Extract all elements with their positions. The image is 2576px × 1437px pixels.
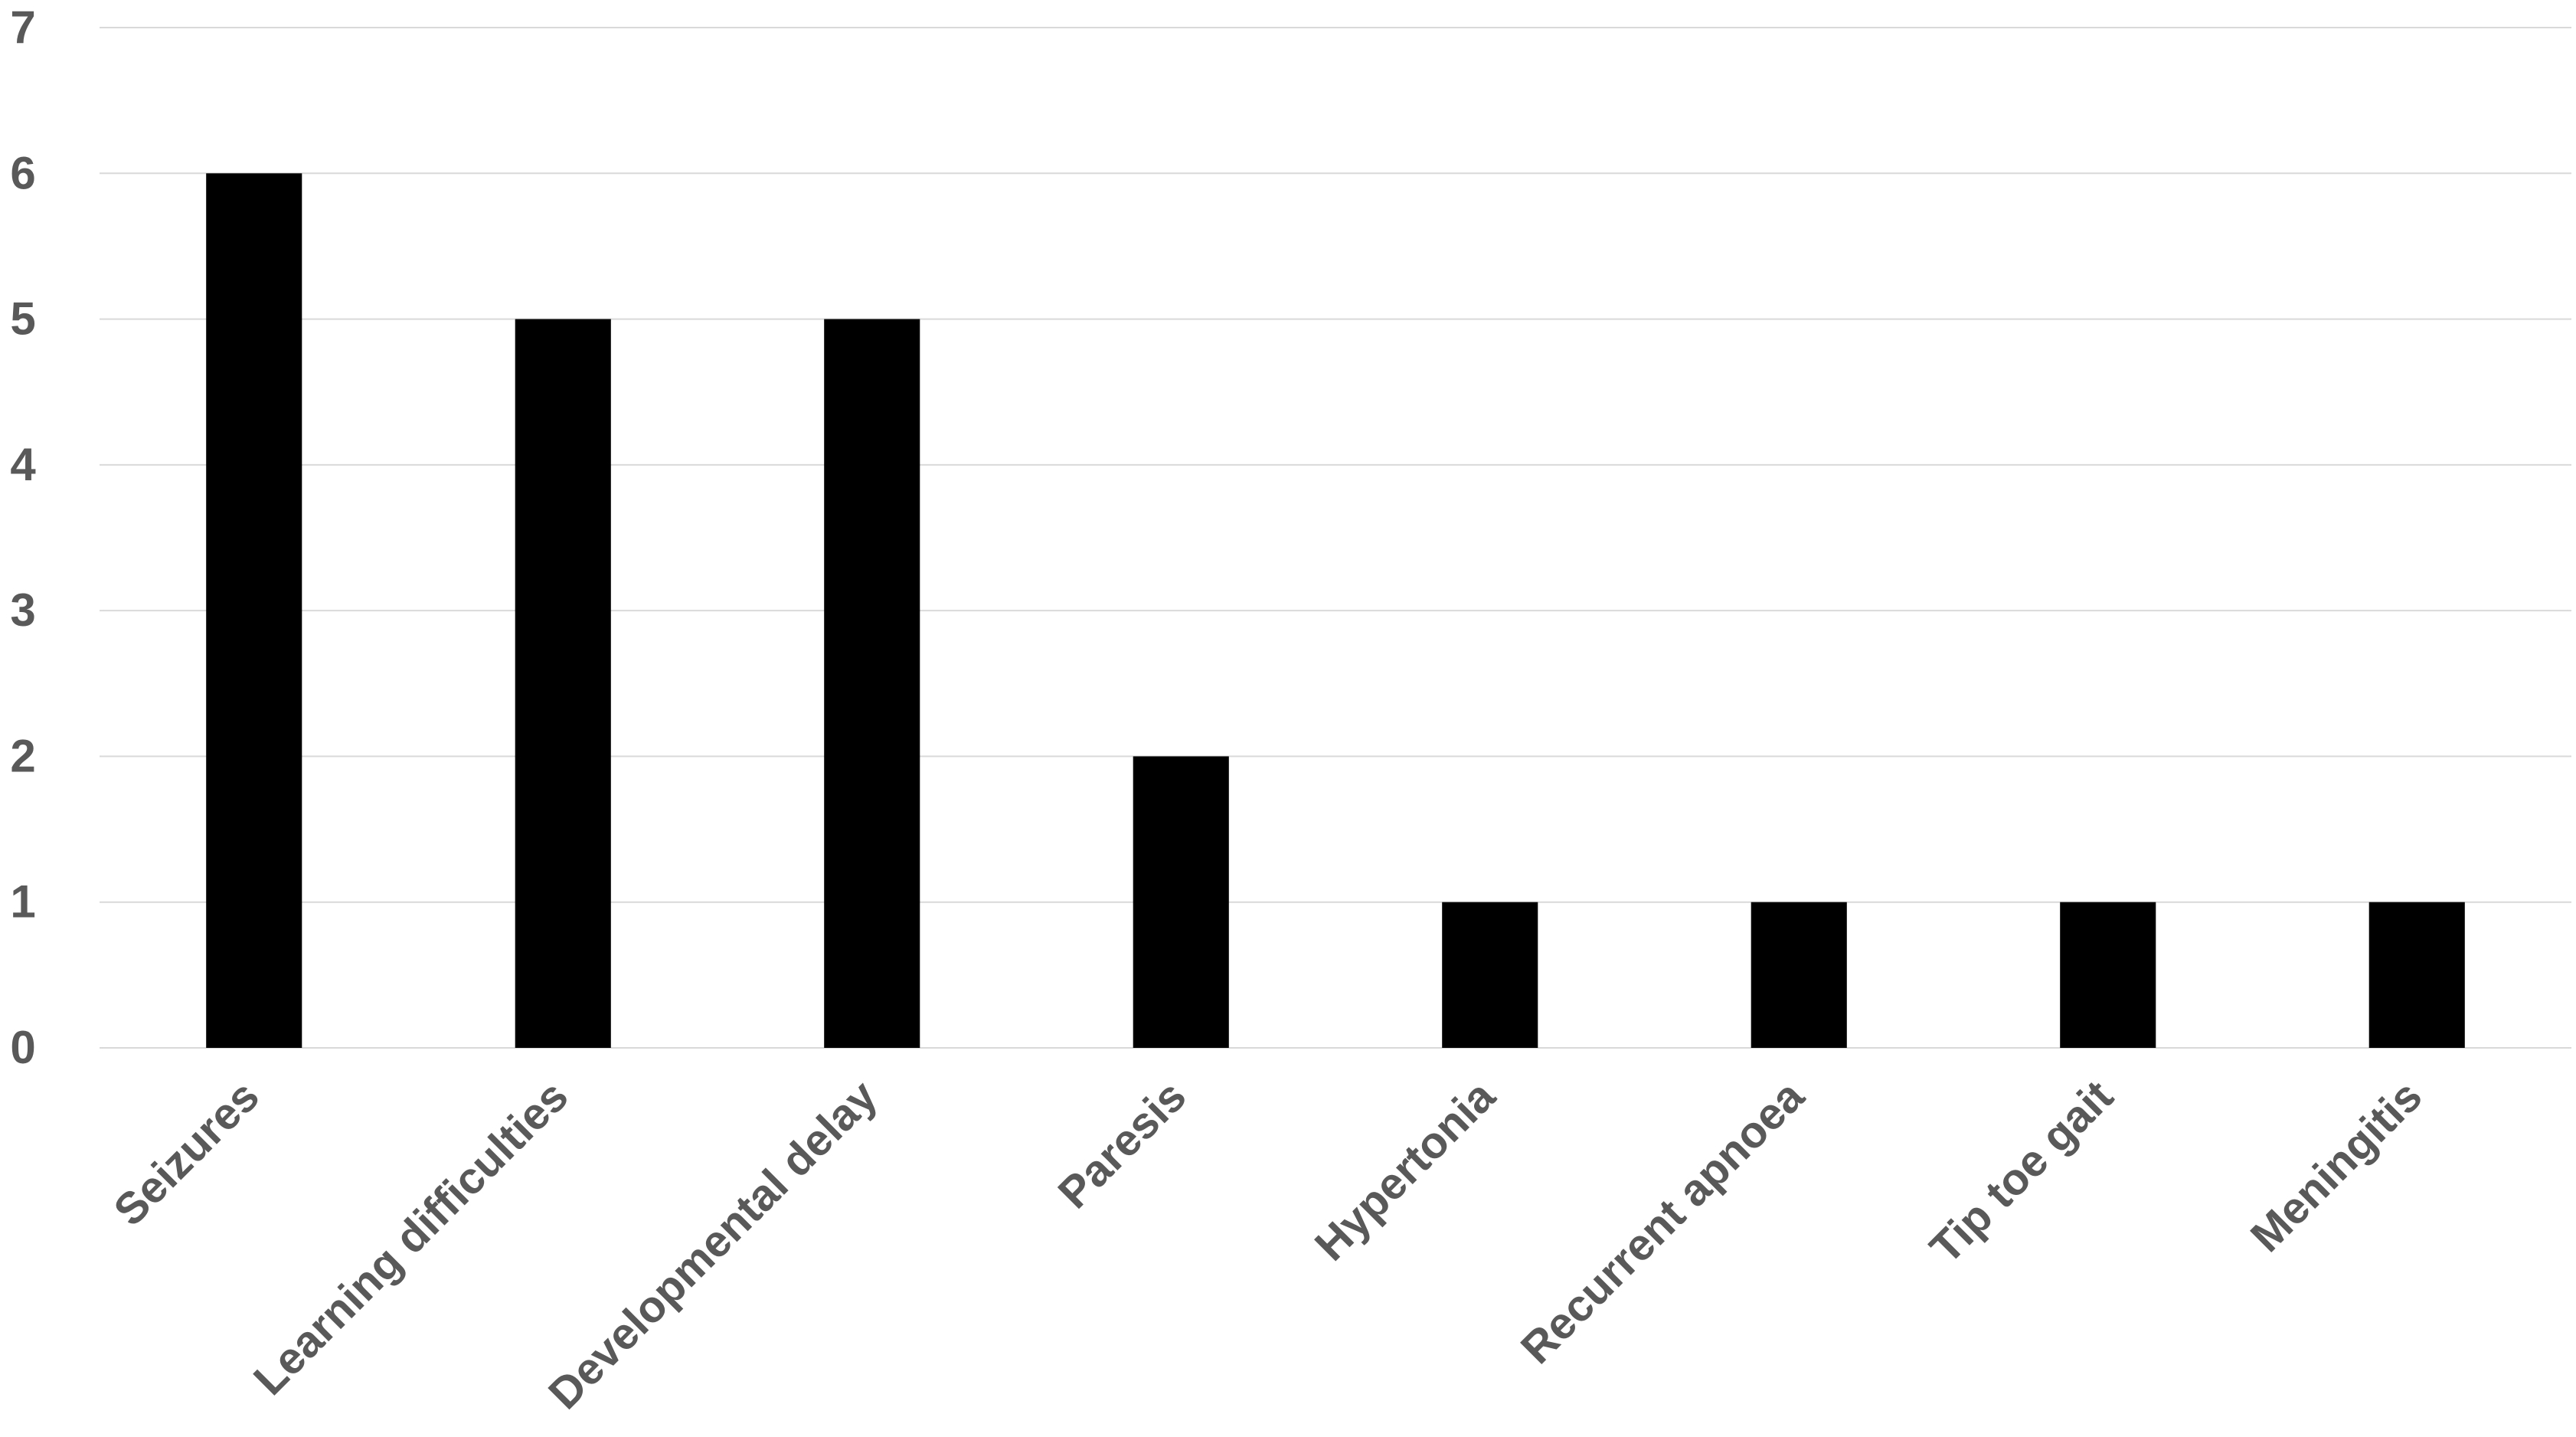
- y-tick-label: 0: [10, 1022, 35, 1073]
- x-tick-label: Seizures: [104, 1071, 269, 1236]
- y-tick-label: 7: [10, 2, 35, 53]
- y-tick-label: 2: [10, 730, 35, 781]
- bar-hypertonia: [1442, 902, 1538, 1048]
- bars: [206, 173, 2465, 1049]
- y-tick-label: 4: [10, 439, 36, 490]
- x-tick-label: Paresis: [1049, 1071, 1196, 1218]
- x-tick-label: Learning difficulties: [244, 1071, 578, 1405]
- y-tick-label: 5: [10, 293, 35, 345]
- y-tick-label: 6: [10, 147, 35, 198]
- x-tick-label: Developmental delay: [539, 1071, 887, 1419]
- bar-meningitis: [2368, 902, 2465, 1048]
- bar-recurrent-apnoea: [1751, 902, 1847, 1048]
- x-tick-label: Hypertonia: [1306, 1071, 1505, 1271]
- y-axis-tick-labels: 0 1 2 3 4 5 6 7: [10, 2, 36, 1073]
- bar-developmental-delay: [824, 319, 920, 1049]
- gridlines: [100, 27, 2571, 1049]
- y-tick-label: 3: [10, 584, 35, 636]
- y-tick-label: 1: [10, 876, 35, 928]
- x-tick-label: Tip toe gait: [1921, 1071, 2123, 1273]
- x-tick-label: Recurrent apnoea: [1512, 1071, 1814, 1373]
- x-tick-label: Meningitis: [2241, 1071, 2432, 1262]
- bar-tip-toe-gait: [2060, 902, 2156, 1048]
- bar-seizures: [206, 173, 302, 1048]
- bar-learning-difficulties: [515, 319, 611, 1049]
- bar-paresis: [1133, 756, 1229, 1048]
